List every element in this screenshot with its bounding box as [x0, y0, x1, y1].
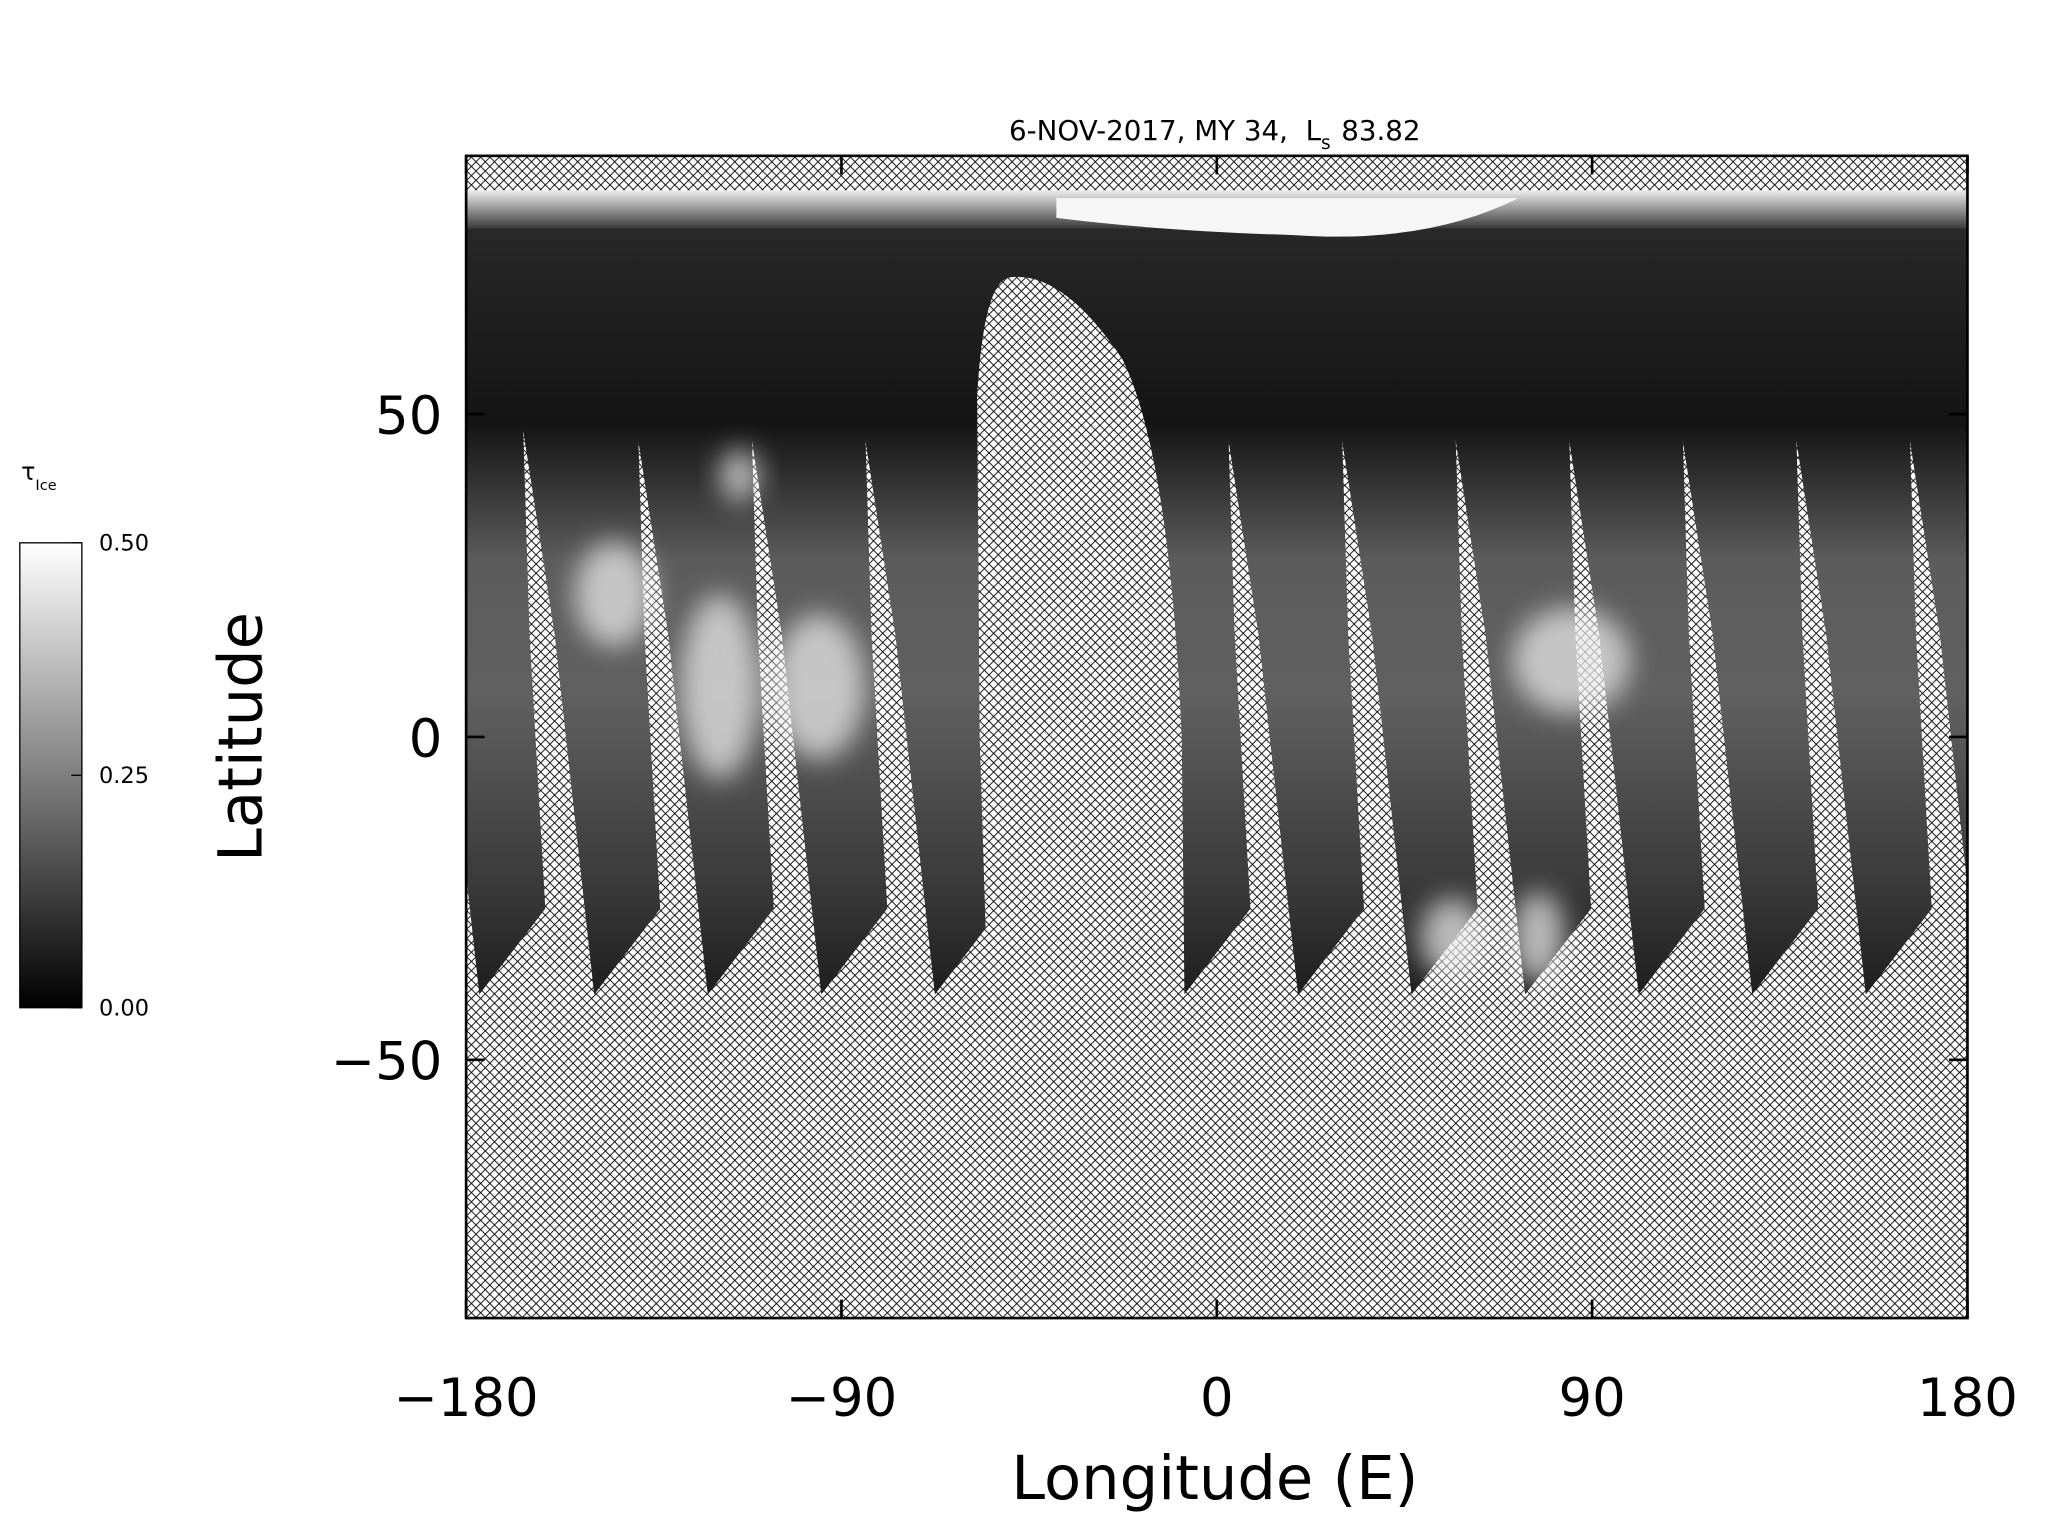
cloud-patch: [1511, 607, 1631, 714]
swath: [1900, 198, 1968, 887]
swath: [855, 198, 1001, 995]
swath: [628, 198, 774, 995]
no-data-gap: [977, 276, 1185, 995]
colorbar-subscript: Ice: [35, 478, 56, 494]
swath: [466, 198, 546, 995]
swath: [1445, 198, 1592, 995]
swath: [1218, 198, 1365, 995]
colorbar-symbol: τ: [21, 457, 35, 485]
y-tick-label: 50: [375, 386, 442, 447]
cloud-patch: [1511, 891, 1565, 984]
swath: [1559, 198, 1705, 995]
swath: [1105, 198, 1251, 995]
colorbar-tick-label: 0.25: [99, 763, 149, 789]
x-tick-label: 180: [1917, 1368, 2018, 1429]
x-tick-label: −90: [786, 1368, 897, 1429]
y-tick-label: 0: [409, 709, 443, 770]
colorbar-tick-label: 0.50: [99, 531, 149, 557]
cloud-patch: [680, 594, 760, 780]
colorbar-tick-label: 0.00: [99, 996, 149, 1022]
title-subscript: s: [1321, 133, 1331, 154]
swath: [1672, 198, 1819, 995]
swath: [1786, 198, 1932, 995]
cloud-patch: [574, 541, 654, 648]
cloud-patch: [1419, 898, 1486, 978]
x-tick-label: −180: [394, 1368, 539, 1429]
swath: [1332, 198, 1478, 995]
colorbar-label: τIce: [21, 457, 57, 494]
polar-cap-bright: [1056, 198, 1519, 237]
y-tick-label: −50: [331, 1032, 442, 1093]
y-axis-label: Latitude: [206, 612, 276, 862]
chart-title: 6-NOV-2017, MY 34, Ls 83.82: [1009, 114, 1421, 154]
x-axis-label: Longitude (E): [1011, 1444, 1418, 1514]
map-image: [466, 155, 1968, 1319]
swath: [742, 198, 888, 995]
cloud-patch: [772, 614, 865, 760]
title-text: 6-NOV-2017, MY 34, L: [1009, 114, 1322, 147]
title-value: 83.82: [1341, 114, 1420, 147]
x-tick-label: 90: [1559, 1368, 1626, 1429]
cloud-patch: [719, 449, 760, 502]
x-tick-label: 0: [1200, 1368, 1234, 1429]
